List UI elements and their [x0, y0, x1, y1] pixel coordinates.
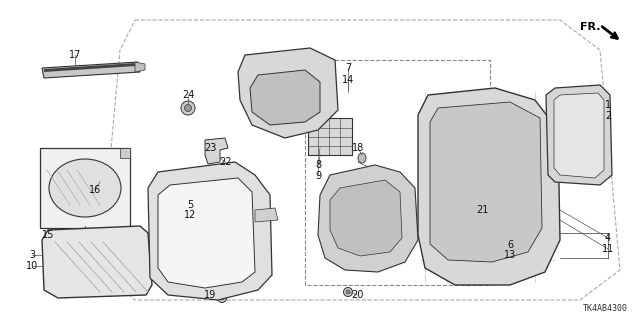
Text: 2: 2 — [605, 111, 611, 121]
Ellipse shape — [50, 269, 56, 275]
Text: 9: 9 — [315, 171, 321, 181]
Text: 10: 10 — [26, 261, 38, 271]
Polygon shape — [308, 118, 352, 155]
Text: 8: 8 — [315, 160, 321, 170]
Text: 18: 18 — [352, 143, 364, 153]
Polygon shape — [238, 48, 338, 138]
Ellipse shape — [344, 287, 353, 297]
Text: TK4AB4300: TK4AB4300 — [583, 304, 628, 313]
Ellipse shape — [391, 241, 399, 249]
Polygon shape — [40, 148, 130, 228]
Polygon shape — [148, 162, 272, 300]
Ellipse shape — [49, 159, 121, 217]
Ellipse shape — [304, 72, 316, 84]
Text: 20: 20 — [351, 290, 363, 300]
Text: 3: 3 — [29, 250, 35, 260]
Polygon shape — [255, 208, 278, 222]
Polygon shape — [205, 138, 228, 164]
Text: 13: 13 — [504, 250, 516, 260]
Text: 16: 16 — [89, 185, 101, 195]
Polygon shape — [44, 63, 136, 72]
Polygon shape — [430, 102, 542, 262]
Polygon shape — [318, 165, 418, 272]
Text: 1: 1 — [605, 100, 611, 110]
Ellipse shape — [181, 101, 195, 115]
Ellipse shape — [220, 296, 224, 300]
Ellipse shape — [184, 105, 191, 111]
Text: 14: 14 — [342, 75, 354, 85]
Ellipse shape — [341, 196, 349, 204]
Text: 15: 15 — [42, 230, 54, 240]
Text: 4: 4 — [605, 233, 611, 243]
Ellipse shape — [358, 153, 366, 163]
Polygon shape — [250, 70, 320, 125]
Text: 24: 24 — [182, 90, 194, 100]
Text: 7: 7 — [345, 63, 351, 73]
Polygon shape — [120, 148, 130, 158]
Text: 23: 23 — [204, 143, 216, 153]
Text: FR.: FR. — [580, 22, 600, 32]
Ellipse shape — [218, 293, 227, 302]
Ellipse shape — [577, 136, 587, 144]
Polygon shape — [42, 226, 152, 298]
Polygon shape — [330, 180, 402, 256]
Text: 17: 17 — [69, 50, 81, 60]
Ellipse shape — [346, 290, 350, 294]
Text: 19: 19 — [204, 290, 216, 300]
Polygon shape — [42, 62, 140, 78]
Polygon shape — [472, 248, 535, 272]
Ellipse shape — [577, 158, 587, 166]
Polygon shape — [418, 88, 560, 285]
Ellipse shape — [50, 249, 56, 255]
Polygon shape — [135, 62, 145, 72]
Text: 12: 12 — [184, 210, 196, 220]
Ellipse shape — [483, 203, 493, 213]
Ellipse shape — [275, 81, 305, 116]
Text: 5: 5 — [187, 200, 193, 210]
Polygon shape — [546, 85, 612, 185]
Ellipse shape — [336, 244, 344, 252]
Ellipse shape — [386, 194, 394, 202]
Text: 6: 6 — [507, 240, 513, 250]
Text: 11: 11 — [602, 244, 614, 254]
Text: 22: 22 — [219, 157, 231, 167]
Polygon shape — [554, 93, 604, 178]
Polygon shape — [158, 178, 255, 288]
Ellipse shape — [477, 197, 499, 219]
Ellipse shape — [209, 150, 217, 159]
Text: 21: 21 — [476, 205, 488, 215]
Ellipse shape — [577, 108, 587, 116]
